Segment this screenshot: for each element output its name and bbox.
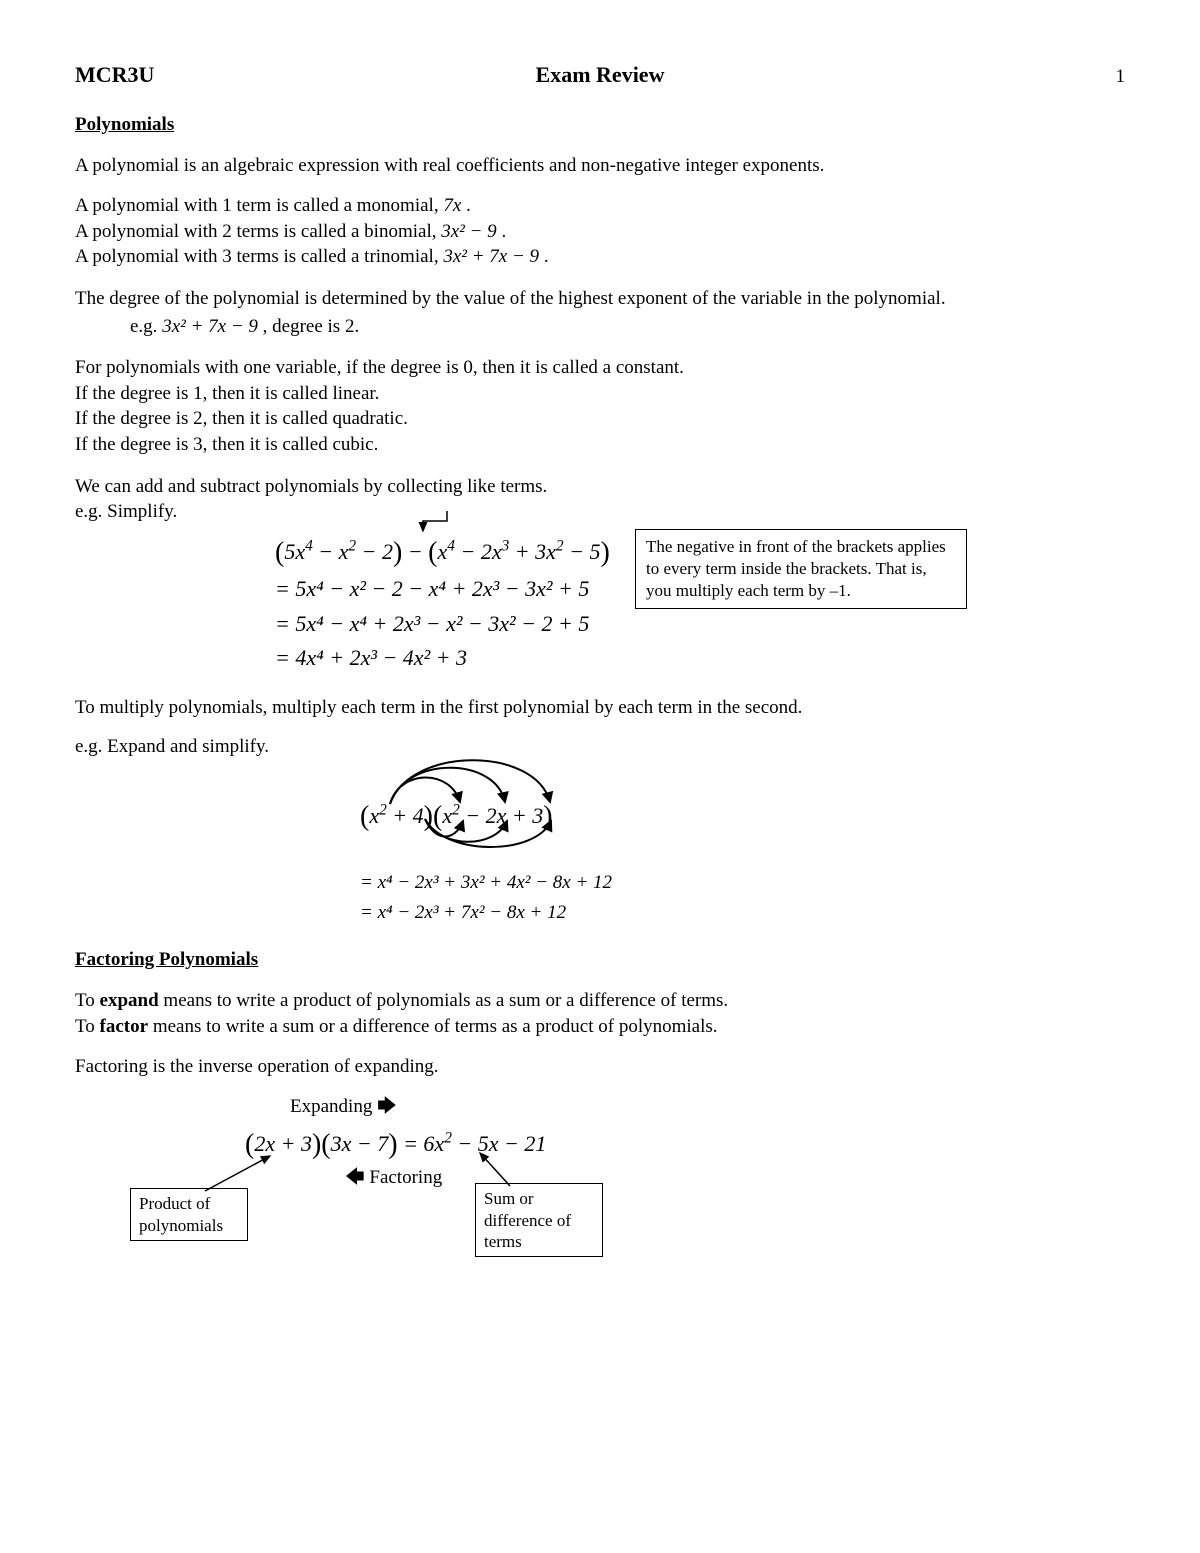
factor-def-c: means to write a sum or a difference of … (148, 1016, 717, 1037)
factoring-label: 🡄 Factoring (345, 1164, 1125, 1193)
expand-def-a: To (75, 990, 100, 1011)
deg2-line: If the degree is 2, then it is called qu… (75, 408, 408, 429)
inverse-statement: Factoring is the inverse operation of ex… (75, 1054, 1125, 1080)
binomial-line: A polynomial with 2 terms is called a bi… (75, 221, 441, 242)
addsub-intro: We can add and subtract polynomials by c… (75, 474, 1125, 525)
expand-worked-example: (x2 + 4)(x2 − 2x + 3) = x⁴ − 2x³ + 3x² +… (360, 766, 1125, 929)
section-title-factoring: Factoring Polynomials (75, 947, 1125, 973)
product-arrow-icon (195, 1151, 285, 1196)
simplify-line-3: = 5x⁴ − x⁴ + 2x³ − x² − 3x² − 2 + 5 (275, 607, 1125, 641)
expand-line-1: (x2 + 4)(x2 − 2x + 3) (360, 766, 1125, 868)
degree-eg-expr: 3x² + 7x − 9 (162, 316, 258, 337)
simplify-worked-example: (5x4 − x2 − 2) − (x4 − 2x3 + 3x2 − 5) = … (75, 529, 1125, 675)
expand-line-2: = x⁴ − 2x³ + 3x² + 4x² − 8x + 12 (360, 868, 1125, 898)
section-title-polynomials: Polynomials (75, 112, 1125, 138)
sumdiff-arrow-icon (475, 1148, 555, 1193)
multiply-intro: To multiply polynomials, multiply each t… (75, 695, 1125, 721)
expand-factor-defs: To expand means to write a product of po… (75, 988, 1125, 1039)
expand-def-b: expand (100, 990, 159, 1011)
eg-simplify-label: e.g. Simplify. (75, 501, 177, 522)
course-code: MCR3U (75, 60, 154, 90)
degree-example: e.g. 3x² + 7x − 9 , degree is 2. (75, 314, 1125, 340)
diagram-equation: (2x + 3)(3x − 7) = 6x2 − 5x − 21 (245, 1122, 1125, 1164)
degree-eg-end: , degree is 2. (258, 316, 359, 337)
trinomial-line: A polynomial with 3 terms is called a tr… (75, 246, 443, 267)
addsub-text: We can add and subtract polynomials by c… (75, 476, 547, 497)
eg-expand-label: e.g. Expand and simplify. (75, 734, 1125, 760)
deg3-line: If the degree is 3, then it is called cu… (75, 434, 378, 455)
intro-paragraph: A polynomial is an algebraic expression … (75, 153, 1125, 179)
binomial-expr: 3x² − 9 (441, 221, 496, 242)
deg0-line: For polynomials with one variable, if th… (75, 357, 684, 378)
expand-def-c: means to write a product of polynomials … (159, 990, 728, 1011)
degree-intro: The degree of the polynomial is determin… (75, 286, 1125, 312)
expand-factor-diagram: Expanding 🡆 (2x + 3)(3x − 7) = 6x2 − 5x … (75, 1093, 1125, 1192)
note-negative-box: The negative in front of the brackets ap… (635, 529, 967, 609)
term-definitions: A polynomial with 1 term is called a mon… (75, 193, 1125, 270)
deg1-line: If the degree is 1, then it is called li… (75, 383, 379, 404)
trinomial-end: . (539, 246, 549, 267)
monomial-expr: 7x (443, 195, 461, 216)
simplify-line-4: = 4x⁴ + 2x³ − 4x² + 3 (275, 641, 1125, 675)
arrow-negative-icon (417, 511, 457, 537)
page-number: 1 (1116, 64, 1126, 90)
diagram-center: Expanding 🡆 (2x + 3)(3x − 7) = 6x2 − 5x … (245, 1093, 1125, 1192)
monomial-line: A polynomial with 1 term is called a mon… (75, 195, 443, 216)
eg-label: e.g. (130, 316, 162, 337)
monomial-end: . (461, 195, 471, 216)
binomial-end: . (497, 221, 507, 242)
trinomial-expr: 3x² + 7x − 9 (443, 246, 539, 267)
page-header: MCR3U Exam Review 1 (75, 60, 1125, 90)
page-title: Exam Review (536, 60, 665, 90)
sum-diff-box: Sum or difference of terms (475, 1183, 603, 1257)
expand-line-3: = x⁴ − 2x³ + 7x² − 8x + 12 (360, 898, 1125, 928)
degree-names: For polynomials with one variable, if th… (75, 355, 1125, 458)
factor-def-a: To (75, 1016, 100, 1037)
factor-def-b: factor (100, 1016, 149, 1037)
expanding-label: Expanding 🡆 (290, 1093, 1125, 1122)
